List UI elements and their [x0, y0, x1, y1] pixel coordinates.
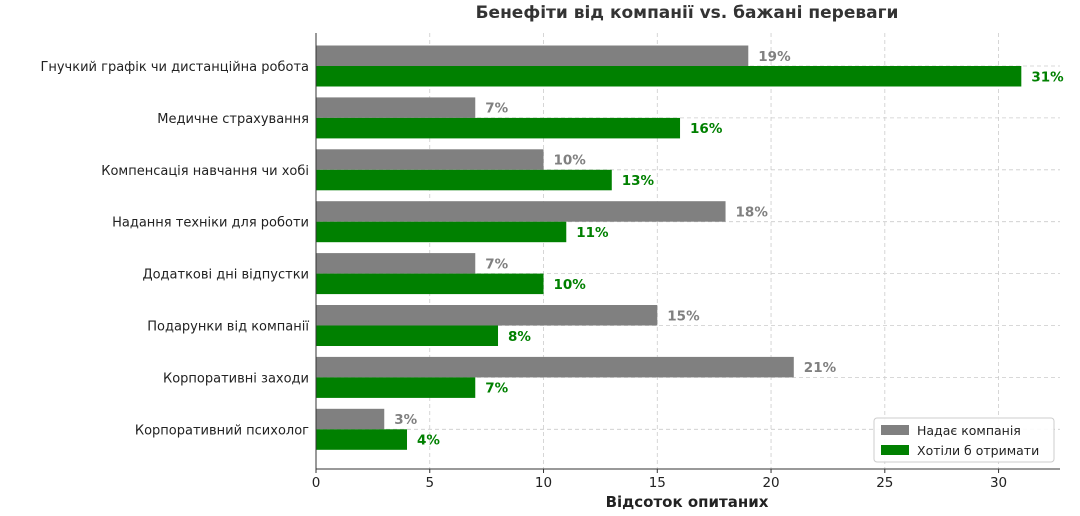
x-tick-label: 10 — [535, 475, 552, 491]
bar-wanted — [316, 325, 499, 346]
category-label: Медичне страхування — [157, 112, 309, 127]
legend-label: Надає компанія — [917, 423, 1021, 438]
category-label: Надання техніки для роботи — [112, 216, 309, 231]
bar-value-label: 16% — [690, 121, 723, 137]
chart-title: Бенефіти від компанії vs. бажані переваг… — [476, 3, 899, 23]
x-axis-label: Відсоток опитаних — [606, 493, 769, 511]
bar-value-label: 18% — [736, 204, 769, 220]
bar-value-label: 4% — [417, 433, 440, 449]
bar-value-label: 13% — [622, 173, 655, 189]
bar-value-label: 7% — [485, 381, 508, 397]
bar-wanted — [316, 273, 544, 295]
category-label: Гнучкий графік чи дистанційна робота — [40, 60, 309, 75]
bar-value-label: 3% — [394, 412, 417, 428]
value-labels: 19% 31% 7% 16% 10% 13% 18% 11% 7% 10% 15% 8% 21% 7% 3%… — [394, 49, 1064, 449]
x-tick-label: 5 — [425, 475, 434, 491]
bar-value-label: 10% — [554, 277, 587, 293]
category-label: Компенсація навчання чи хобі — [101, 164, 309, 179]
bar-company-provides — [316, 201, 726, 222]
x-tick-label: 30 — [990, 475, 1007, 491]
legend-label: Хотіли б отримати — [917, 443, 1039, 458]
category-label: Корпоративні заходи — [163, 371, 309, 386]
bar-company-provides — [316, 408, 385, 430]
category-label: Корпоративний психолог — [135, 423, 309, 438]
bar-value-label: 10% — [554, 153, 587, 169]
bar-value-label: 19% — [758, 49, 791, 65]
bar-value-label: 11% — [576, 225, 609, 241]
axes — [315, 33, 1060, 470]
bar-wanted — [316, 221, 567, 243]
bar-value-label: 31% — [1031, 69, 1064, 85]
x-tick-label: 20 — [762, 475, 779, 491]
bar-company-provides — [316, 149, 544, 170]
bar-wanted — [316, 429, 408, 450]
bar-company-provides — [316, 45, 749, 66]
legend-swatch — [881, 445, 909, 455]
bar-value-label: 21% — [804, 360, 837, 376]
legend-box — [873, 417, 1055, 463]
bar-value-label: 15% — [667, 308, 700, 324]
bar-value-label: 8% — [508, 329, 531, 345]
x-tick-label: 15 — [649, 475, 666, 491]
x-tick-label: 25 — [876, 475, 893, 491]
bar-wanted — [316, 169, 612, 191]
x-tick-label: 0 — [312, 475, 321, 491]
bar-company-provides — [316, 97, 476, 118]
bar-value-label: 7% — [485, 101, 508, 117]
bar-value-label: 7% — [485, 256, 508, 272]
bar-wanted — [316, 377, 476, 398]
legend: Надає компанія Хотіли б отримати — [873, 417, 1055, 463]
bars — [316, 45, 1022, 450]
x-tick-labels: 0 5 10 15 20 25 30 — [312, 469, 1007, 491]
bar-company-provides — [316, 253, 476, 274]
bar-wanted — [316, 66, 1022, 87]
category-labels: Гнучкий графік чи дистанційна робота Меди… — [40, 60, 309, 438]
bar-company-provides — [316, 356, 794, 378]
category-label: Додаткові дні відпустки — [142, 268, 309, 283]
legend-swatch — [881, 425, 909, 435]
bar-wanted — [316, 117, 681, 139]
category-label: Подарунки від компанії — [147, 320, 309, 335]
bar-company-provides — [316, 305, 658, 326]
